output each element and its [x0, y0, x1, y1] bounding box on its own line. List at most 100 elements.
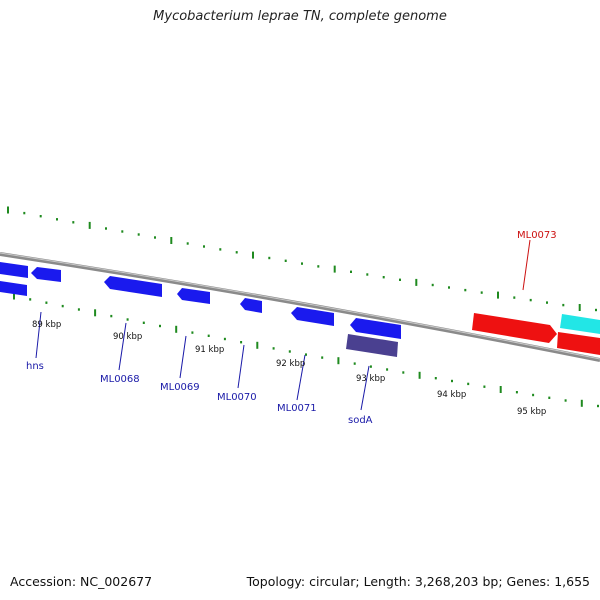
- tick-minor: [45, 301, 48, 304]
- tick-minor: [317, 265, 320, 268]
- genome-backbone-highlight: [0, 252, 600, 360]
- gene-label-ml0069[interactable]: ML0069: [160, 382, 200, 393]
- gene-labels: hns ML0068 ML0069 ML0070 ML0071 sodA ML0…: [26, 230, 557, 426]
- tick-minor: [305, 353, 307, 356]
- tick-minor: [137, 233, 140, 236]
- scale-label: 91 kbp: [195, 345, 224, 355]
- gene-label-hns[interactable]: hns: [26, 361, 44, 372]
- tick-major: [497, 291, 499, 299]
- tick-minor: [431, 283, 434, 287]
- tick-minor: [154, 236, 156, 239]
- gene-arrow[interactable]: [104, 276, 162, 297]
- tick-minor: [597, 404, 599, 408]
- tick-minor: [464, 288, 467, 292]
- tick-minor: [61, 304, 64, 308]
- tick-minor: [240, 341, 243, 344]
- tick-major: [418, 371, 421, 379]
- gene-arrow[interactable]: [240, 298, 262, 313]
- tick-minor: [235, 251, 238, 254]
- tick-major: [333, 265, 336, 273]
- gene-arrow-soda[interactable]: [346, 334, 398, 357]
- tick-major: [499, 386, 502, 393]
- tick-major: [578, 304, 581, 311]
- tick-minor: [399, 278, 401, 281]
- tick-minor: [369, 365, 372, 368]
- tick-minor: [121, 230, 124, 233]
- tick-minor: [483, 385, 486, 388]
- tick-major: [580, 399, 583, 407]
- tick-minor: [562, 303, 565, 307]
- tick-minor: [546, 301, 548, 304]
- tick-ring-outer: [7, 206, 597, 312]
- tick-minor: [532, 393, 535, 397]
- tick-minor: [366, 273, 369, 276]
- tick-minor: [39, 215, 42, 218]
- tick-major: [337, 357, 340, 365]
- tick-minor: [29, 298, 32, 301]
- scale-label: 92 kbp: [276, 359, 305, 369]
- gene-arrow[interactable]: [557, 332, 600, 355]
- scale-labels: 89 kbp 90 kbp 91 kbp 92 kbp 93 kbp 94 kb…: [32, 320, 546, 417]
- gene-label-ml0071[interactable]: ML0071: [277, 403, 317, 414]
- tick-minor: [223, 337, 226, 341]
- scale-label: 93 kbp: [356, 374, 385, 384]
- tick-minor: [284, 259, 287, 262]
- tick-minor: [451, 379, 453, 383]
- gene-label-ml0073[interactable]: ML0073: [517, 230, 557, 241]
- tick-ring-inner: [13, 292, 599, 408]
- tick-minor: [353, 362, 356, 365]
- tick-minor: [515, 391, 518, 394]
- tick-minor: [350, 270, 352, 273]
- tick-minor: [268, 256, 271, 260]
- tick-minor: [548, 396, 551, 399]
- label-leaders: [35, 239, 531, 411]
- reverse-genes: [0, 262, 401, 357]
- tick-major: [94, 309, 97, 317]
- gene-arrow[interactable]: [0, 262, 28, 278]
- tick-major: [252, 251, 254, 259]
- tick-minor: [480, 291, 483, 294]
- gene-arrow-ml0073[interactable]: [472, 313, 557, 343]
- tick-major: [415, 278, 418, 286]
- tick-minor: [402, 371, 405, 374]
- gene-label-ml0070[interactable]: ML0070: [217, 392, 257, 403]
- gene-arrow[interactable]: [0, 281, 27, 296]
- gene-arrow[interactable]: [350, 318, 401, 339]
- scale-label: 89 kbp: [32, 320, 61, 330]
- scale-label: 94 kbp: [437, 390, 466, 400]
- genome-backbone: [0, 252, 600, 362]
- tick-major: [175, 325, 178, 333]
- tick-minor: [219, 248, 222, 251]
- tick-major: [256, 341, 259, 349]
- tick-minor: [105, 227, 107, 230]
- tick-major: [170, 237, 173, 244]
- tick-minor: [77, 308, 80, 311]
- tick-minor: [513, 296, 516, 299]
- tick-minor: [207, 334, 210, 337]
- tick-minor: [301, 262, 303, 265]
- genome-summary-text: Topology: circular; Length: 3,268,203 bp…: [246, 574, 590, 589]
- tick-minor: [126, 318, 129, 321]
- tick-minor: [56, 218, 58, 221]
- forward-genes: [472, 313, 600, 355]
- tick-minor: [288, 350, 291, 353]
- tick-minor: [434, 377, 437, 380]
- tick-minor: [448, 286, 450, 289]
- gene-arrow[interactable]: [560, 314, 600, 334]
- gene-arrow[interactable]: [291, 307, 334, 326]
- tick-minor: [159, 324, 161, 328]
- tick-major: [13, 292, 15, 300]
- accession-text: Accession: NC_002677: [10, 574, 153, 589]
- tick-minor: [321, 356, 324, 359]
- gene-arrow[interactable]: [177, 288, 210, 304]
- tick-minor: [186, 242, 189, 245]
- gene-label-ml0068[interactable]: ML0068: [100, 374, 140, 385]
- gene-arrow[interactable]: [31, 267, 61, 282]
- tick-minor: [23, 211, 26, 215]
- tick-minor: [529, 298, 532, 302]
- scale-label: 95 kbp: [517, 407, 546, 417]
- gene-label-soda[interactable]: sodA: [348, 415, 373, 426]
- scale-label: 90 kbp: [113, 332, 142, 342]
- tick-major: [7, 206, 9, 214]
